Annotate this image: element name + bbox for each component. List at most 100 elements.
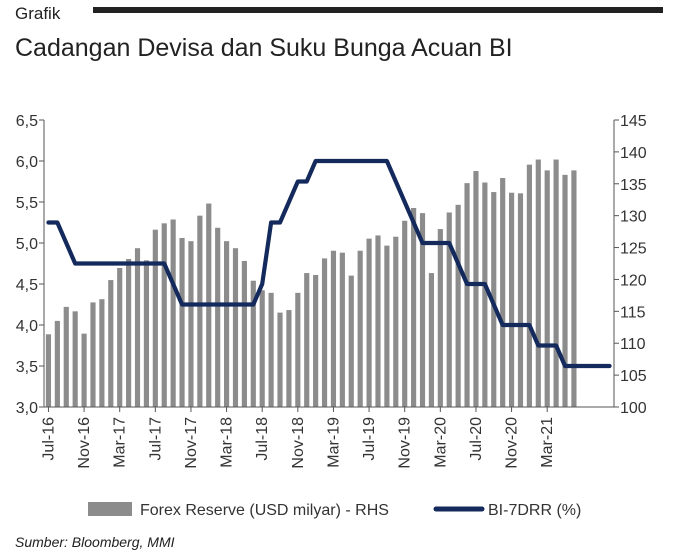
right-tick-label: 100 [620,400,647,417]
forex-bar [108,280,114,407]
left-tick-label: 5,5 [16,195,38,212]
x-tick-label: Nov-19 [397,417,414,469]
x-tick-label: Nov-17 [183,417,200,469]
forex-bar [81,333,87,407]
bars-layer [45,159,577,407]
forex-bar [215,227,221,407]
forex-bar [562,174,568,407]
forex-bar [464,183,470,407]
forex-bar [393,236,399,407]
forex-bar [232,248,239,407]
right-tick-label: 140 [620,145,647,162]
forex-bar [54,320,60,407]
forex-bar [473,171,479,407]
forex-bar [117,267,123,407]
forex-bar [72,311,78,407]
legend: Forex Reserve (USD milyar) - RHS BI-7DRR… [88,502,581,519]
right-tick-label: 125 [620,241,647,258]
forex-bar [375,235,381,407]
forex-bar [384,245,390,407]
forex-bar [179,237,185,407]
forex-bar [553,159,559,407]
kicker-rule [93,7,663,13]
x-tick-label: Jul-17 [147,417,164,461]
left-tick-label: 6,0 [16,154,38,171]
forex-bar [259,290,265,407]
forex-bar [526,164,532,407]
chart-canvas: 3,0 3,5 4,0 4,5 5,0 5,5 6,0 6,5 100 105 110 115 120 1… [16,113,647,519]
x-tick-label: Mar-19 [325,417,342,468]
forex-bar [313,274,319,407]
forex-bar [170,219,176,407]
x-tick-label: Jul-20 [468,417,485,461]
forex-bar [152,229,158,407]
right-tick-label: 120 [620,272,647,289]
forex-bar [366,238,372,407]
forex-bar [339,252,345,407]
chart-kicker: Grafik [15,4,61,23]
forex-bar [250,280,256,407]
right-tick-label: 135 [620,177,647,194]
forex-bar [188,241,194,407]
x-tick-label: Mar-20 [432,417,449,468]
x-tick-label: Mar-17 [112,417,129,468]
forex-bar [126,259,132,407]
forex-bar [286,310,292,407]
x-tick-label: Jul-18 [254,417,271,461]
forex-bar [63,306,69,407]
forex-bar [143,260,150,407]
legend-label-forex: Forex Reserve (USD milyar) - RHS [140,502,389,519]
forex-bar [517,193,524,407]
x-tick-label: Mar-21 [539,417,556,468]
forex-bar [161,223,167,407]
x-tick-label: Jul-19 [361,417,378,461]
left-tick-label: 3,5 [16,359,38,376]
forex-bar [419,213,426,407]
bi7drr-line [46,158,612,369]
x-tick-label: Mar-18 [219,417,236,468]
forex-bar [330,250,337,407]
forex-bar [90,302,96,407]
forex-bar [295,292,301,407]
left-tick-label: 6,5 [16,113,38,130]
left-tick-label: 5,0 [16,236,38,253]
right-tick-label: 105 [620,368,647,385]
forex-bar [411,208,417,407]
x-tick-label: Nov-16 [76,417,93,469]
forex-bar [99,299,105,407]
forex-bar [446,212,452,407]
legend-label-bi7drr: BI-7DRR (%) [488,502,581,519]
forex-bar [482,182,488,407]
forex-bar [241,260,247,407]
forex-bar [500,178,506,407]
forex-bar [197,215,203,407]
source-note: Sumber: Bloomberg, MMI [15,534,175,550]
line-layer [46,158,612,369]
forex-bar [437,229,443,407]
x-tick-label: Nov-20 [504,417,521,469]
axes-layer: 3,0 3,5 4,0 4,5 5,0 5,5 6,0 6,5 100 105 110 115 120 1… [16,113,647,469]
forex-bar [321,258,328,407]
right-tick-label: 115 [620,304,646,321]
x-tick-label: Nov-18 [290,417,307,469]
forex-bar [428,273,435,407]
forex-bar [509,192,515,407]
forex-bar [277,312,283,407]
right-tick-label: 110 [620,336,646,353]
left-tick-label: 4,5 [16,277,38,294]
forex-bar [402,220,408,407]
right-tick-label: 130 [620,209,647,226]
forex-bar [304,273,310,407]
forex-bar [348,275,354,407]
legend-swatch-forex [88,502,132,516]
forex-bar [224,241,230,407]
left-tick-label: 3,0 [16,400,38,417]
forex-bar [45,334,52,407]
forex-bar [544,170,550,407]
forex-bar [535,159,541,407]
forex-bar [357,250,363,407]
x-tick-label: Jul-16 [40,417,57,461]
left-tick-label: 4,0 [16,318,38,335]
forex-bar [571,170,577,407]
forex-bar [268,292,274,407]
